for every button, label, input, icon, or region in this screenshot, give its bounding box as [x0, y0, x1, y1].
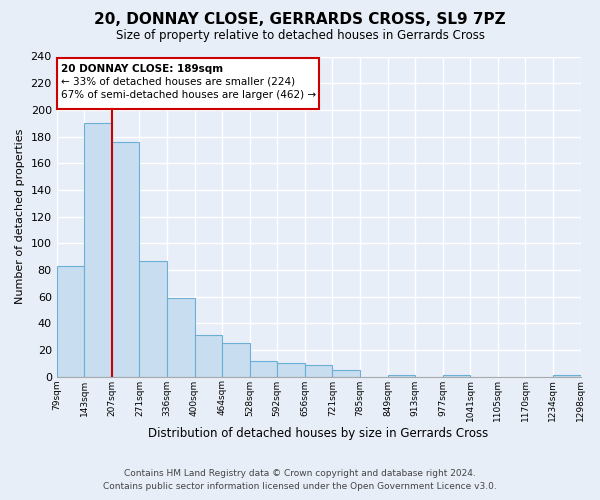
Text: ← 33% of detached houses are smaller (224): ← 33% of detached houses are smaller (22…	[61, 77, 295, 87]
Bar	[112, 142, 139, 376]
Bar	[443, 375, 470, 376]
Bar	[167, 298, 194, 376]
Bar	[388, 375, 415, 376]
Bar	[553, 375, 581, 376]
Text: Size of property relative to detached houses in Gerrards Cross: Size of property relative to detached ho…	[115, 29, 485, 42]
Bar	[250, 360, 277, 376]
Bar	[222, 343, 250, 376]
Bar	[277, 363, 305, 376]
Text: 20, DONNAY CLOSE, GERRARDS CROSS, SL9 7PZ: 20, DONNAY CLOSE, GERRARDS CROSS, SL9 7P…	[94, 12, 506, 28]
Bar	[305, 364, 332, 376]
X-axis label: Distribution of detached houses by size in Gerrards Cross: Distribution of detached houses by size …	[148, 427, 489, 440]
Bar	[139, 260, 167, 376]
Bar	[194, 335, 222, 376]
Bar	[56, 266, 84, 376]
Text: Contains HM Land Registry data © Crown copyright and database right 2024.
Contai: Contains HM Land Registry data © Crown c…	[103, 469, 497, 491]
Bar	[84, 123, 112, 376]
Bar	[332, 370, 360, 376]
FancyBboxPatch shape	[56, 58, 319, 108]
Text: 67% of semi-detached houses are larger (462) →: 67% of semi-detached houses are larger (…	[61, 90, 316, 100]
Text: 20 DONNAY CLOSE: 189sqm: 20 DONNAY CLOSE: 189sqm	[61, 64, 223, 74]
Y-axis label: Number of detached properties: Number of detached properties	[15, 129, 25, 304]
